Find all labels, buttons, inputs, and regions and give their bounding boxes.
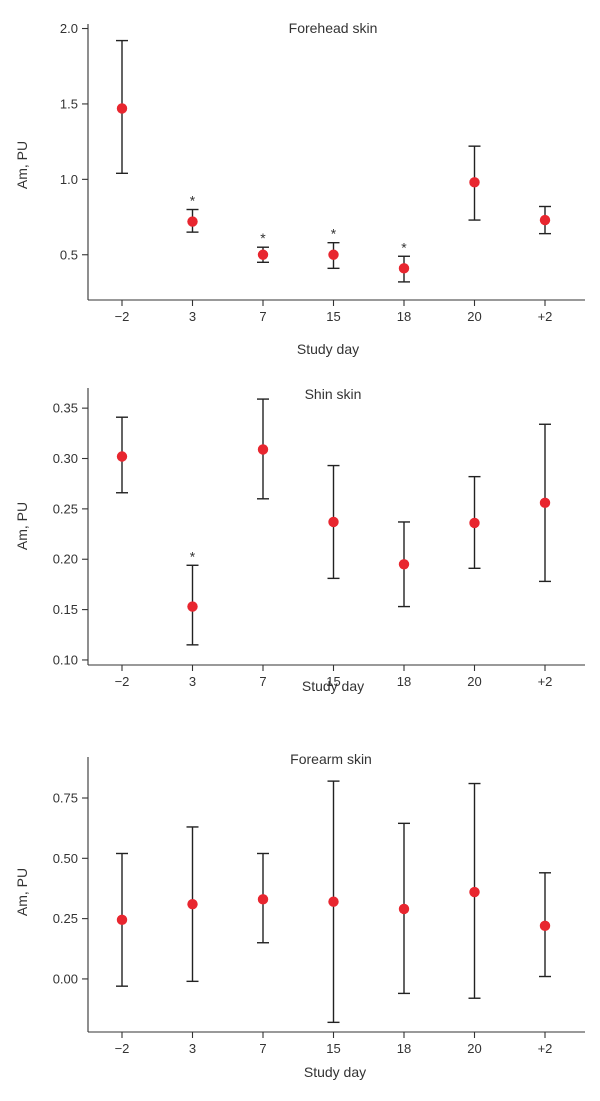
forehead-y-tick-label: 2.0 <box>60 21 78 36</box>
shin-x-tick-label: 7 <box>259 674 266 689</box>
forehead-data-point <box>328 249 339 260</box>
forearm-y-axis-title: Am, PU <box>14 868 30 916</box>
forearm-x-tick-label: 15 <box>326 1041 340 1056</box>
shin-panel: Shin skin Am, PU Study day 0.10 0.15 0.20 0… <box>14 386 585 694</box>
forehead-x-axis-title: Study day <box>297 341 359 357</box>
forehead-y-tick-label: 1.0 <box>60 172 78 187</box>
forearm-x-tick-label: 20 <box>467 1041 481 1056</box>
forearm-x-tick-label: 7 <box>259 1041 266 1056</box>
forehead-significance-marker: * <box>260 230 266 246</box>
forehead-data-point <box>398 263 410 274</box>
shin-y-tick-label: 0.35 <box>53 401 78 416</box>
forehead-data-point <box>469 177 480 188</box>
shin-data-point <box>257 444 269 455</box>
forehead-significance-marker: * <box>401 239 407 255</box>
shin-y-tick-label: 0.20 <box>53 552 78 567</box>
forehead-data-point <box>116 103 128 114</box>
forearm-y-tick-label: 0.00 <box>53 971 78 986</box>
shin-data-point <box>116 451 128 462</box>
forearm-y-tick-label: 0.75 <box>53 791 78 806</box>
forehead-y-tick-label: 0.5 <box>60 247 78 262</box>
shin-title: Shin skin <box>305 386 362 402</box>
forehead-x-tick-label: 15 <box>326 309 340 324</box>
shin-data-point <box>187 601 198 612</box>
shin-data-point <box>469 517 480 529</box>
forehead-x-tick-label: −2 <box>115 309 130 324</box>
shin-y-tick-label: 0.30 <box>53 451 78 466</box>
shin-y-tick-label: 0.10 <box>53 652 78 667</box>
forearm-data-point <box>539 920 551 932</box>
forearm-y-tick-label: 0.50 <box>53 851 78 866</box>
forehead-panel: Forehead skin Am, PU Study day 0.5 1.0 1.5… <box>14 20 585 357</box>
shin-y-tick-label: 0.15 <box>53 602 78 617</box>
shin-data-point <box>328 516 339 528</box>
forearm-x-tick-label: −2 <box>115 1041 130 1056</box>
forehead-y-axis-title: Am, PU <box>14 141 30 189</box>
forehead-significance-marker: * <box>331 226 337 242</box>
forehead-data-point <box>257 249 269 260</box>
shin-x-tick-label: +2 <box>538 674 553 689</box>
forearm-panel: Forearm skin Am, PU Study day 0.00 0.25 0.… <box>14 751 585 1080</box>
forearm-data-point <box>187 898 198 910</box>
forearm-data-point <box>398 903 410 915</box>
shin-y-axis-title: Am, PU <box>14 502 30 550</box>
forearm-data-point <box>328 896 339 907</box>
forearm-x-tick-label: 3 <box>189 1041 196 1056</box>
forearm-y-tick-label: 0.25 <box>53 911 78 926</box>
forehead-x-tick-label: 3 <box>189 309 196 324</box>
shin-x-tick-label: 20 <box>467 674 481 689</box>
forearm-data-point <box>257 894 269 905</box>
shin-x-tick-label: −2 <box>115 674 130 689</box>
forehead-x-tick-label: 20 <box>467 309 481 324</box>
forearm-x-tick-label: 18 <box>397 1041 411 1056</box>
shin-x-tick-label: 3 <box>189 674 196 689</box>
forehead-title: Forehead skin <box>289 20 378 36</box>
shin-significance-marker: * <box>190 548 196 564</box>
forehead-x-tick-label: +2 <box>538 309 553 324</box>
shin-data-point <box>398 559 410 570</box>
forehead-x-tick-label: 7 <box>259 309 266 324</box>
forehead-x-tick-label: 18 <box>397 309 411 324</box>
shin-x-axis-title: Study day <box>302 678 364 694</box>
forehead-significance-marker: * <box>190 193 196 209</box>
shin-x-tick-label: 18 <box>397 674 411 689</box>
forearm-data-point <box>469 886 480 898</box>
forehead-data-point <box>539 214 551 226</box>
forearm-data-point <box>116 914 128 926</box>
forearm-x-axis-title: Study day <box>304 1064 366 1080</box>
shin-x-tick-label: 15 <box>326 674 340 689</box>
forehead-data-point <box>187 216 198 227</box>
forearm-title: Forearm skin <box>290 751 372 767</box>
shin-y-tick-label: 0.25 <box>53 501 78 516</box>
forearm-x-tick-label: +2 <box>538 1041 553 1056</box>
forehead-y-tick-label: 1.5 <box>60 96 78 111</box>
shin-data-point <box>539 497 551 509</box>
